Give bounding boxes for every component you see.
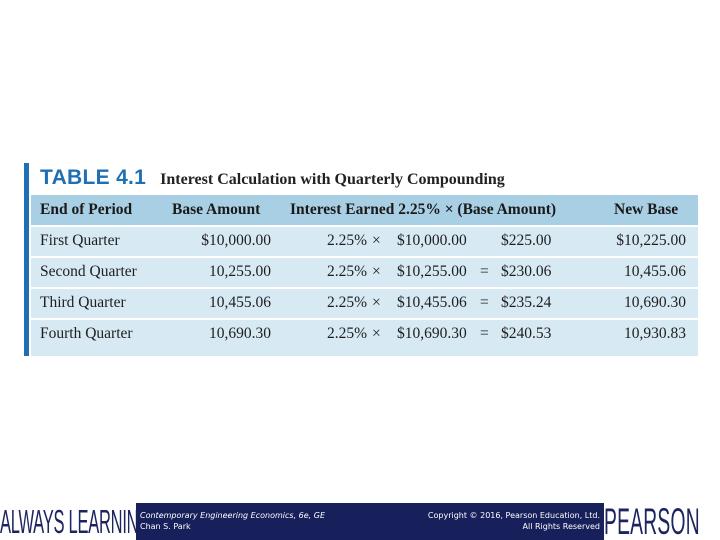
multiply-sign: × bbox=[372, 263, 381, 280]
cell-rate: 2.25% bbox=[327, 294, 368, 311]
header-new-base: New Base bbox=[614, 201, 679, 218]
multiply-sign: × bbox=[372, 232, 381, 249]
cell-new-base: 10,690.30 bbox=[624, 294, 686, 311]
cell-rate: 2.25% bbox=[327, 325, 368, 342]
cell-rate: 2.25% bbox=[327, 263, 368, 280]
cell-base-amount: 10,690.30 bbox=[209, 325, 271, 342]
table-row: Second Quarter 10,255.00 2.25% × $10,255… bbox=[31, 257, 698, 287]
table-row: First Quarter $10,000.00 2.25% × $10,000… bbox=[31, 226, 698, 256]
cell-amount: $10,255.00 bbox=[397, 263, 467, 280]
row-divider bbox=[31, 225, 698, 227]
header-interest-earned: Interest Earned 2.25% × (Base Amount) bbox=[290, 201, 557, 218]
header-base-amount: Base Amount bbox=[172, 201, 261, 218]
copyright-notice: Copyright © 2016, Pearson Education, Ltd… bbox=[428, 510, 600, 532]
book-author: Chan S. Park bbox=[140, 522, 191, 531]
table-row: Fourth Quarter 10,690.30 2.25% × $10,690… bbox=[31, 319, 698, 349]
row-divider bbox=[31, 318, 698, 320]
header-end-of-period: End of Period bbox=[40, 201, 133, 218]
row-divider bbox=[31, 287, 698, 289]
table-accent-bar bbox=[24, 163, 29, 356]
cell-base-amount: 10,455.06 bbox=[209, 294, 271, 311]
equals-sign: = bbox=[480, 294, 489, 311]
cell-interest-result: $225.00 bbox=[501, 232, 552, 249]
table-header-row: End of Period Base Amount Interest Earne… bbox=[31, 195, 698, 225]
table-row: Third Quarter 10,455.06 2.25% × $10,455.… bbox=[31, 288, 698, 318]
always-learning-tagline: ALWAYS LEARNING bbox=[0, 503, 151, 540]
pearson-logo: PEARSON bbox=[604, 503, 720, 540]
table-title: Interest Calculation with Quarterly Comp… bbox=[160, 170, 505, 188]
equals-sign: = bbox=[480, 263, 489, 280]
table-4-1: TABLE 4.1 Interest Calculation with Quar… bbox=[24, 163, 698, 356]
copyright-line: Copyright © 2016, Pearson Education, Ltd… bbox=[427, 511, 600, 520]
row-divider bbox=[31, 256, 698, 258]
multiply-sign: × bbox=[372, 325, 381, 342]
rights-line: All Rights Reserved bbox=[522, 522, 600, 531]
cell-period: First Quarter bbox=[40, 232, 120, 249]
book-title: Contemporary Engineering Economics, 6e, … bbox=[140, 511, 326, 520]
cell-amount: $10,000.00 bbox=[397, 232, 467, 249]
cell-base-amount: $10,000.00 bbox=[201, 232, 271, 249]
cell-new-base: 10,455.06 bbox=[624, 263, 686, 280]
equals-sign: = bbox=[480, 325, 489, 342]
cell-base-amount: 10,255.00 bbox=[209, 263, 271, 280]
slide-footer: ALWAYS LEARNING Contemporary Engineering… bbox=[0, 503, 720, 540]
cell-interest-result: $235.24 bbox=[501, 294, 552, 311]
cell-amount: $10,690.30 bbox=[397, 325, 467, 342]
pearson-wordmark: PEARSON bbox=[604, 503, 700, 540]
cell-interest-result: $230.06 bbox=[501, 263, 552, 280]
cell-period: Fourth Quarter bbox=[40, 325, 133, 342]
cell-rate: 2.25% bbox=[327, 232, 368, 249]
cell-interest-result: $240.53 bbox=[501, 325, 552, 342]
cell-period: Third Quarter bbox=[40, 294, 126, 311]
multiply-sign: × bbox=[372, 294, 381, 311]
table-number: TABLE 4.1 bbox=[40, 166, 147, 189]
table-caption: TABLE 4.1 Interest Calculation with Quar… bbox=[40, 163, 505, 193]
table-grid: End of Period Base Amount Interest Earne… bbox=[31, 195, 698, 356]
cell-amount: $10,455.06 bbox=[397, 294, 467, 311]
book-info: Contemporary Engineering Economics, 6e, … bbox=[140, 510, 325, 532]
footer-band bbox=[136, 503, 604, 540]
cell-new-base: $10,225.00 bbox=[616, 232, 686, 249]
cell-period: Second Quarter bbox=[40, 263, 137, 280]
cell-new-base: 10,930.83 bbox=[624, 325, 686, 342]
